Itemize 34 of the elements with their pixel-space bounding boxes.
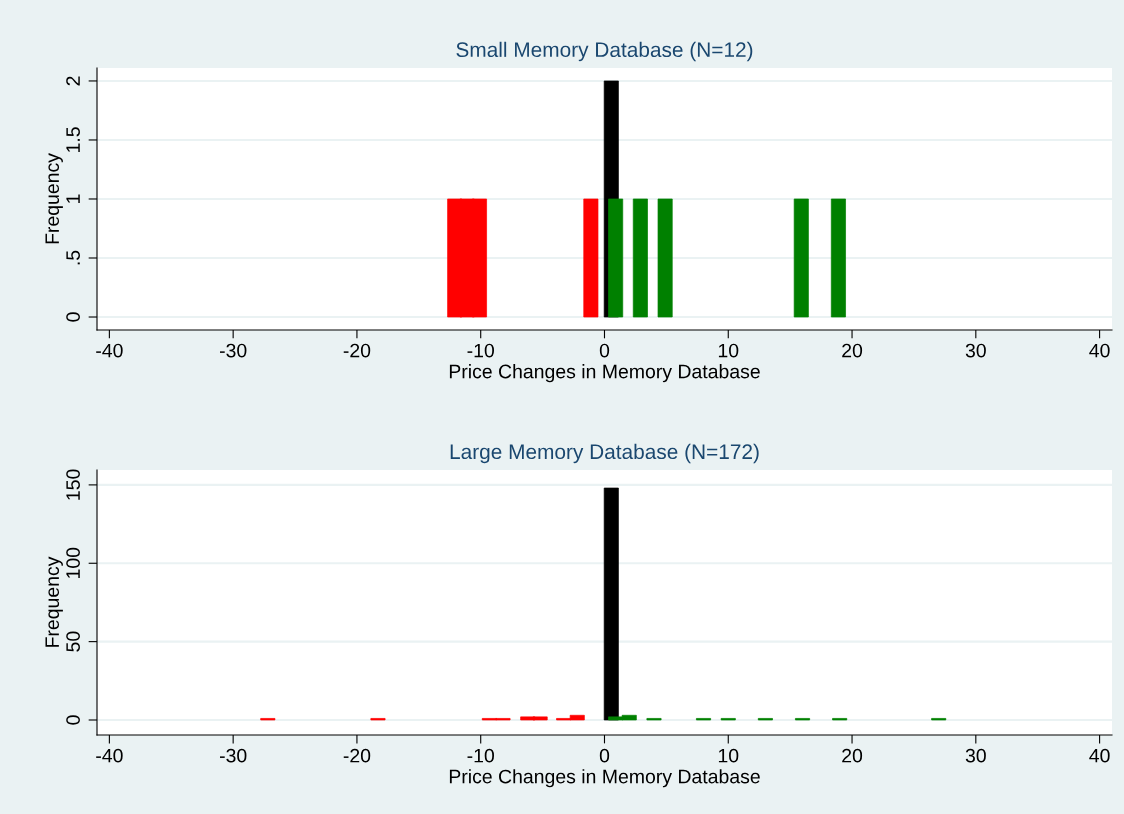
x-tick-label: 0: [599, 343, 610, 358]
y-tick-label: 50: [66, 631, 80, 652]
y-tick-label: .5: [66, 250, 80, 265]
bar: [603, 487, 619, 721]
y-axis-title: Frequency: [45, 153, 63, 244]
x-tick-label: -30: [219, 343, 247, 358]
x-tick-label: 0: [599, 748, 610, 763]
x-tick-label: 10: [718, 748, 739, 763]
y-tick-label: 0: [66, 312, 80, 322]
x-tick-label: -20: [343, 748, 371, 763]
x-axis-title: Price Changes in Memory Database: [449, 364, 760, 383]
x-tick-label: -20: [343, 343, 371, 358]
x-tick-label: 40: [1089, 343, 1110, 358]
x-tick-label: 30: [965, 748, 986, 763]
y-tick-label: 150: [66, 469, 80, 500]
y-tick-label: 1: [66, 194, 80, 203]
x-axis-title: Price Changes in Memory Database: [449, 769, 760, 788]
x-tick-label: 30: [965, 343, 986, 358]
y-tick-label: 0: [66, 715, 80, 725]
x-tick-label: -30: [219, 748, 247, 763]
chart-title: Small Memory Database (N=12): [456, 41, 753, 62]
y-tick-label: 2: [66, 76, 80, 86]
chart-title: Large Memory Database (N=172): [450, 443, 759, 464]
y-tick-label: 100: [66, 547, 80, 578]
x-tick-label: -40: [96, 343, 123, 358]
x-tick-label: 10: [718, 343, 739, 358]
y-axis-title: Frequency: [45, 556, 63, 647]
x-tick-label: 40: [1089, 748, 1110, 763]
x-tick-label: -10: [467, 748, 494, 763]
x-tick-label: -40: [96, 748, 123, 763]
x-tick-label: -10: [467, 343, 494, 358]
x-tick-label: 20: [842, 343, 863, 358]
y-tick-label: 1.5: [66, 127, 80, 152]
x-tick-label: 20: [842, 748, 863, 763]
